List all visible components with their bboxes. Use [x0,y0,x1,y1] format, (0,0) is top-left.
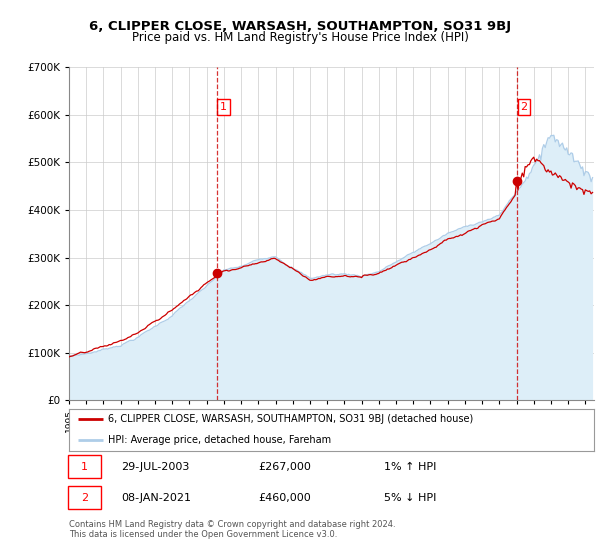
Text: Price paid vs. HM Land Registry's House Price Index (HPI): Price paid vs. HM Land Registry's House … [131,31,469,44]
Text: £267,000: £267,000 [258,461,311,472]
Text: 1: 1 [81,461,88,472]
Text: HPI: Average price, detached house, Fareham: HPI: Average price, detached house, Fare… [109,435,331,445]
Text: 5% ↓ HPI: 5% ↓ HPI [384,493,436,503]
Text: 1: 1 [220,102,227,112]
FancyBboxPatch shape [68,486,101,510]
Text: Contains HM Land Registry data © Crown copyright and database right 2024.
This d: Contains HM Land Registry data © Crown c… [69,520,395,539]
Text: 2: 2 [521,102,527,112]
Text: 08-JAN-2021: 08-JAN-2021 [121,493,191,503]
Text: 29-JUL-2003: 29-JUL-2003 [121,461,190,472]
Text: £460,000: £460,000 [258,493,311,503]
Text: 1% ↑ HPI: 1% ↑ HPI [384,461,436,472]
Text: 6, CLIPPER CLOSE, WARSASH, SOUTHAMPTON, SO31 9BJ (detached house): 6, CLIPPER CLOSE, WARSASH, SOUTHAMPTON, … [109,414,473,424]
FancyBboxPatch shape [68,455,101,478]
Text: 2: 2 [80,493,88,503]
Text: 6, CLIPPER CLOSE, WARSASH, SOUTHAMPTON, SO31 9BJ: 6, CLIPPER CLOSE, WARSASH, SOUTHAMPTON, … [89,20,511,32]
